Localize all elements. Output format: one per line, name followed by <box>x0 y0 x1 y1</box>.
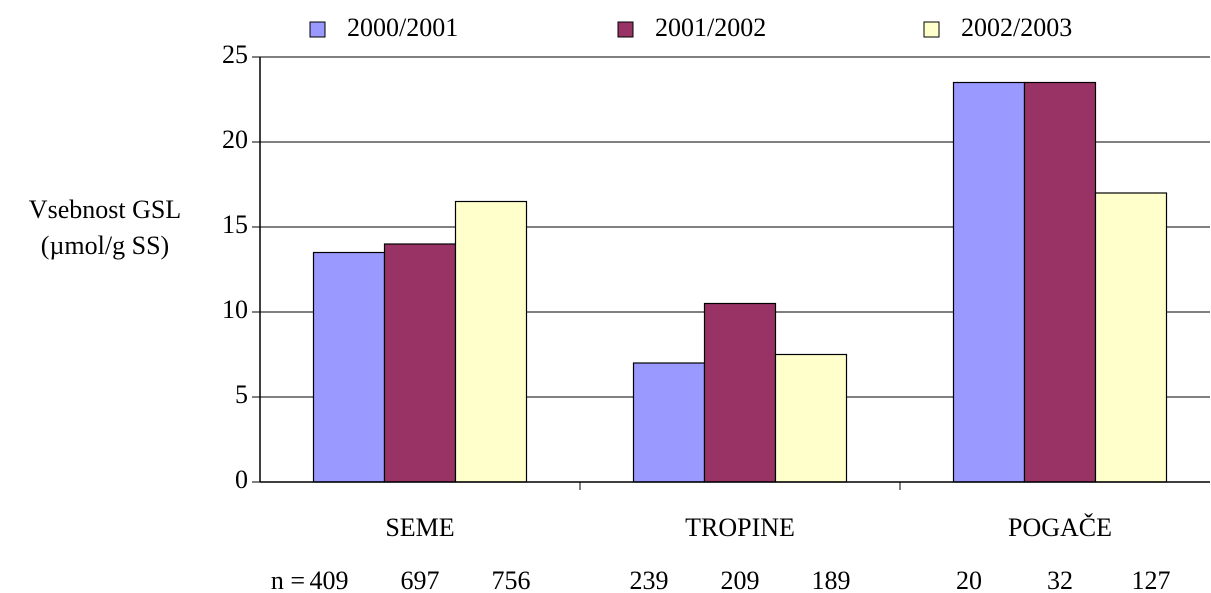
sample-size: 20 <box>956 566 982 593</box>
legend-swatch <box>617 21 634 38</box>
y-axis-label: Vsebnost GSL <box>29 195 181 224</box>
bar <box>774 353 848 483</box>
sample-size: 697 <box>401 566 440 593</box>
bar <box>454 200 528 483</box>
y-tick-label: 15 <box>222 210 248 239</box>
bar <box>1023 81 1097 483</box>
bar <box>632 362 706 483</box>
sample-size: 756 <box>492 566 531 593</box>
legend-label: 2002/2003 <box>961 13 1072 42</box>
bar <box>952 81 1026 483</box>
x-tick-label: POGAČE <box>1008 513 1112 542</box>
sample-size: 209 <box>721 566 760 593</box>
y-tick-label: 10 <box>222 295 248 324</box>
legend-swatch <box>923 21 940 38</box>
legend-label: 2000/2001 <box>347 13 458 42</box>
y-tick-label: 20 <box>222 125 248 154</box>
n-label: n = <box>271 566 305 593</box>
bar <box>383 243 457 483</box>
y-axis-label: (µmol/g SS) <box>41 231 169 260</box>
bar <box>312 251 386 483</box>
y-tick-label: 25 <box>222 40 248 69</box>
sample-size: 239 <box>630 566 669 593</box>
x-tick-label: SEME <box>385 513 454 542</box>
legend-label: 2001/2002 <box>655 13 766 42</box>
legend-swatch <box>309 21 326 38</box>
y-tick-label: 0 <box>235 465 248 494</box>
bar <box>703 302 777 483</box>
sample-size: 189 <box>812 566 851 593</box>
sample-size: 409 <box>310 566 349 593</box>
y-tick-label: 5 <box>235 380 248 409</box>
sample-size: 32 <box>1047 566 1073 593</box>
sample-size: 127 <box>1132 566 1171 593</box>
x-tick-label: TROPINE <box>685 513 795 542</box>
bar <box>1094 192 1168 483</box>
